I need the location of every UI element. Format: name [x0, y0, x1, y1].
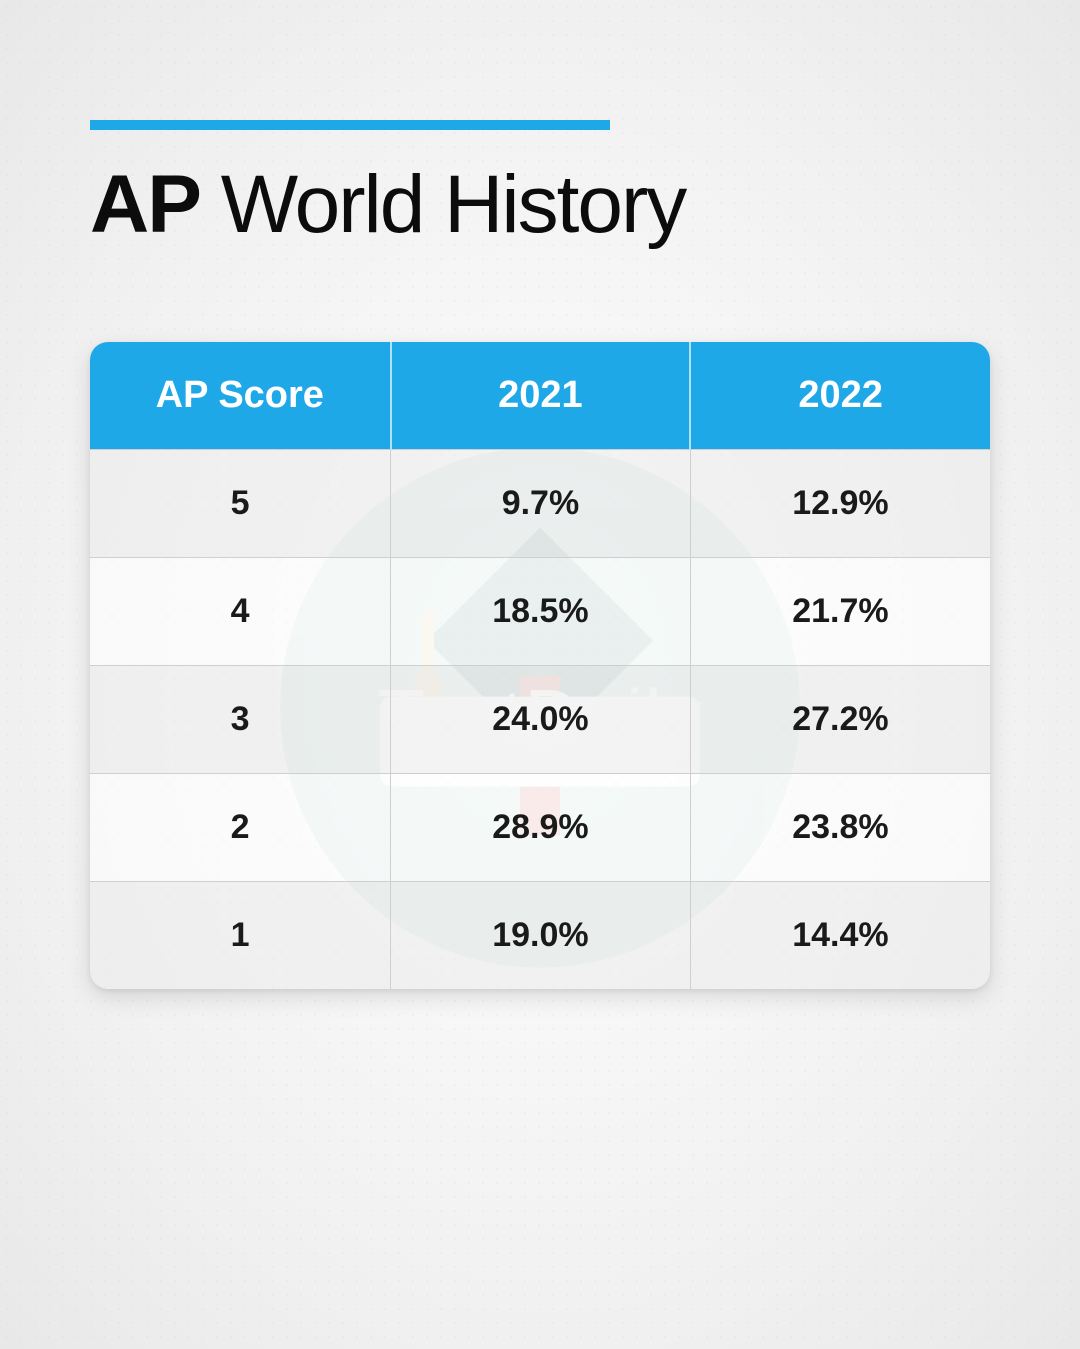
- table-row: 1 19.0% 14.4%: [90, 882, 990, 990]
- cell-2022: 21.7%: [690, 558, 990, 666]
- cell-2022: 14.4%: [690, 882, 990, 990]
- col-header-2022: 2022: [690, 342, 990, 450]
- table-row: 4 18.5% 21.7%: [90, 558, 990, 666]
- cell-score: 4: [90, 558, 391, 666]
- infographic-container: AP World History TestDaily AP Score 2021…: [0, 0, 1080, 989]
- cell-2022: 12.9%: [690, 450, 990, 558]
- cell-score: 2: [90, 774, 391, 882]
- page-title: AP World History: [90, 158, 990, 252]
- table-row: 5 9.7% 12.9%: [90, 450, 990, 558]
- cell-2022: 27.2%: [690, 666, 990, 774]
- cell-2021: 19.0%: [391, 882, 691, 990]
- cell-2021: 9.7%: [391, 450, 691, 558]
- cell-2022: 23.8%: [690, 774, 990, 882]
- score-table-wrapper: TestDaily AP Score 2021 2022 5 9.7% 12.9…: [90, 342, 990, 989]
- cell-2021: 24.0%: [391, 666, 691, 774]
- col-header-2021: 2021: [391, 342, 691, 450]
- cell-score: 5: [90, 450, 391, 558]
- cell-2021: 28.9%: [391, 774, 691, 882]
- score-distribution-table: AP Score 2021 2022 5 9.7% 12.9% 4 18.5% …: [90, 342, 990, 989]
- title-rest: World History: [200, 159, 685, 250]
- table-header-row: AP Score 2021 2022: [90, 342, 990, 450]
- table-row: 3 24.0% 27.2%: [90, 666, 990, 774]
- table-row: 2 28.9% 23.8%: [90, 774, 990, 882]
- cell-score: 3: [90, 666, 391, 774]
- cell-2021: 18.5%: [391, 558, 691, 666]
- title-bold-part: AP: [90, 159, 200, 250]
- col-header-score: AP Score: [90, 342, 391, 450]
- cell-score: 1: [90, 882, 391, 990]
- title-accent-bar: [90, 120, 610, 130]
